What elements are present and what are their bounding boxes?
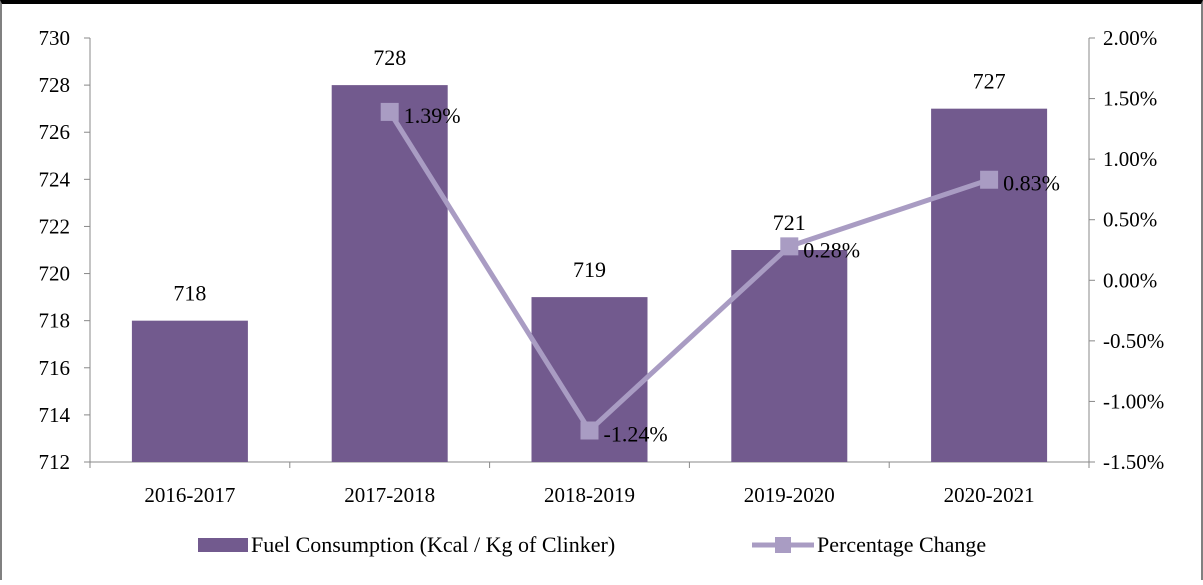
y-tick-label: 718 xyxy=(39,309,71,333)
y-tick-label: 722 xyxy=(39,214,71,238)
bar-value-label: 718 xyxy=(173,281,206,306)
line-value-label: -1.24% xyxy=(604,422,668,447)
line-path xyxy=(387,110,990,434)
y-tick-label: 720 xyxy=(39,262,71,286)
data-labels: 718 728 719 721 727 1.39% -1.24% 0.28% 0.83% xyxy=(173,45,1060,446)
x-tick-label: 2018-2019 xyxy=(544,483,635,507)
x-tick-label: 2016-2017 xyxy=(144,483,235,507)
y2-tick-label: -1.00% xyxy=(1103,389,1164,413)
y-tick-label: 724 xyxy=(39,167,71,191)
y-tick-label: 726 xyxy=(39,120,71,144)
combo-chart: 712 714 716 718 720 722 724 726 728 730 -1.50% -1.0… xyxy=(39,26,1165,557)
bar-value-label: 721 xyxy=(773,210,806,235)
legend-label-fuel: Fuel Consumption (Kcal / Kg of Clinker) xyxy=(251,532,615,557)
y2-tick-label: -1.50% xyxy=(1103,450,1164,474)
x-tick-label: 2017-2018 xyxy=(344,483,435,507)
x-tick-label: 2019-2020 xyxy=(744,483,835,507)
line-series xyxy=(380,102,999,440)
bar xyxy=(131,320,248,462)
y-tick-label: 714 xyxy=(39,403,71,427)
legend-swatch-marker xyxy=(775,537,791,553)
y2-tick-label: 1.00% xyxy=(1103,147,1157,171)
line-marker xyxy=(980,170,999,189)
bar xyxy=(931,108,1048,463)
line-marker xyxy=(780,237,799,256)
y2-tick-label: -0.50% xyxy=(1103,329,1164,353)
y-tick-label: 716 xyxy=(39,356,71,380)
line-marker xyxy=(380,102,399,121)
bar-value-label: 719 xyxy=(573,257,606,282)
legend-label-pct: Percentage Change xyxy=(817,532,986,557)
y-tick-label: 712 xyxy=(39,450,71,474)
line-value-label: 1.39% xyxy=(404,103,461,128)
y-tick-label: 730 xyxy=(39,26,71,50)
bar-value-label: 728 xyxy=(373,45,406,70)
y2-tick-label: 0.50% xyxy=(1103,208,1157,232)
line-value-label: 0.83% xyxy=(1003,171,1060,196)
legend-swatch-fuel xyxy=(198,538,248,552)
legend: Fuel Consumption (Kcal / Kg of Clinker) … xyxy=(198,532,986,557)
bar xyxy=(331,85,448,462)
bar-series xyxy=(131,85,1048,463)
y2-tick-label: 0.00% xyxy=(1103,268,1157,292)
line-marker xyxy=(580,421,599,440)
y-tick-label: 728 xyxy=(39,73,71,97)
y2-tick-label: 2.00% xyxy=(1103,26,1157,50)
line-value-label: 0.28% xyxy=(803,237,860,262)
x-tick-label: 2020-2021 xyxy=(944,483,1035,507)
axes: 712 714 716 718 720 722 724 726 728 730 -1.50% -1.0… xyxy=(39,26,1165,507)
y2-tick-label: 1.50% xyxy=(1103,87,1157,111)
bar-value-label: 727 xyxy=(973,69,1006,94)
